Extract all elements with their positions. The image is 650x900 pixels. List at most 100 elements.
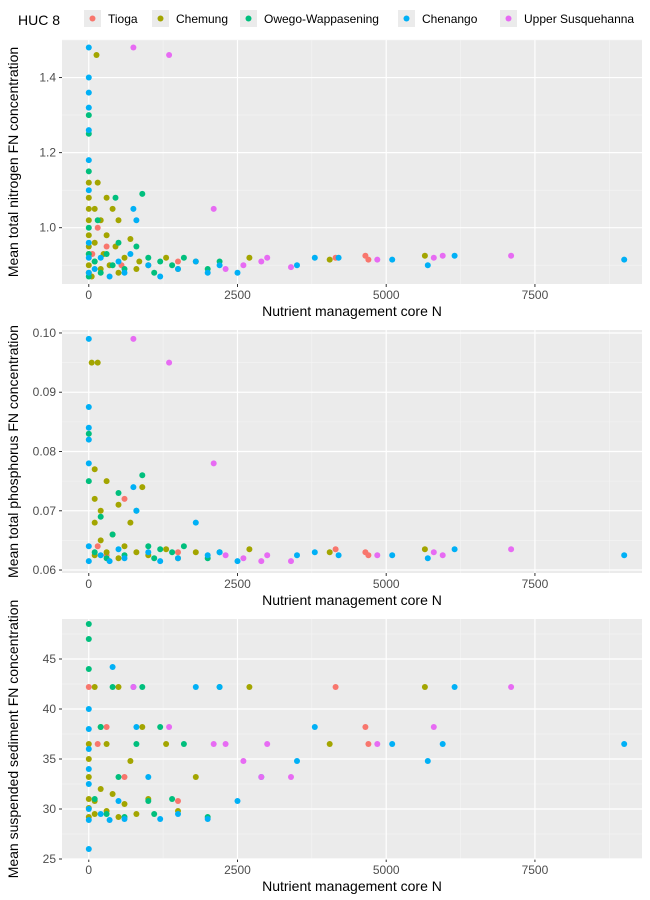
data-point — [234, 269, 241, 276]
data-point — [130, 484, 137, 491]
y-tick-label: 25 — [43, 852, 57, 866]
data-point — [115, 258, 122, 265]
legend-title: HUC 8 — [18, 12, 60, 28]
data-point — [258, 558, 265, 565]
data-point — [115, 490, 122, 496]
series-tioga — [85, 684, 372, 804]
data-point — [139, 684, 146, 690]
data-point — [85, 168, 92, 175]
data-point — [151, 811, 158, 817]
data-point — [288, 558, 294, 565]
data-point — [192, 549, 199, 556]
data-point — [294, 552, 300, 559]
data-point — [157, 258, 164, 265]
data-point — [204, 269, 211, 276]
legend-label: Chenango — [422, 12, 478, 26]
data-point — [424, 555, 431, 562]
data-point — [91, 811, 98, 817]
data-point — [311, 724, 318, 730]
data-point — [103, 549, 110, 556]
data-point — [115, 774, 122, 780]
data-point — [85, 781, 92, 787]
data-point — [85, 846, 92, 852]
x-tick-label: 7500 — [522, 577, 549, 591]
data-point — [222, 552, 229, 559]
y-axis-title: Mean suspended sediment FN concentration — [5, 600, 21, 879]
data-point — [97, 786, 104, 792]
data-point — [175, 266, 181, 272]
data-point — [145, 774, 152, 780]
data-point — [157, 816, 164, 822]
data-point — [222, 266, 229, 272]
data-point — [508, 546, 515, 553]
series-chenango — [85, 335, 628, 565]
data-point — [332, 546, 339, 553]
data-point — [91, 266, 98, 272]
y-tick-label: 30 — [43, 802, 57, 816]
data-point — [85, 636, 92, 642]
data-point — [163, 254, 170, 261]
data-point — [85, 127, 92, 134]
plot-background — [62, 619, 642, 859]
data-point — [288, 774, 294, 780]
data-point — [115, 239, 122, 246]
data-point — [508, 252, 515, 259]
data-point — [246, 684, 253, 690]
data-point — [103, 194, 110, 201]
data-point — [421, 252, 428, 259]
data-point — [389, 552, 396, 559]
data-point — [210, 460, 217, 467]
data-point — [192, 519, 199, 526]
data-point — [115, 798, 122, 804]
data-point — [133, 266, 140, 272]
data-point — [115, 269, 122, 276]
data-point — [85, 194, 92, 201]
data-point — [85, 436, 92, 443]
data-point — [246, 254, 253, 261]
data-point — [121, 269, 128, 276]
data-point — [157, 724, 164, 730]
data-point — [94, 224, 101, 231]
x-tick-label: 5000 — [373, 863, 400, 877]
data-point — [91, 519, 98, 526]
data-point — [91, 239, 98, 246]
data-point — [121, 774, 128, 780]
data-point — [311, 549, 318, 556]
data-point — [294, 758, 300, 764]
legend-label: Owego-Wappasening — [264, 12, 379, 26]
data-point — [85, 806, 92, 812]
legend-label: Chemung — [176, 12, 228, 26]
data-point — [133, 549, 140, 556]
data-point — [180, 741, 187, 747]
data-point — [621, 552, 628, 559]
x-tick-label: 2500 — [224, 863, 251, 877]
data-point — [139, 724, 146, 730]
data-point — [85, 558, 92, 565]
data-point — [103, 724, 110, 730]
data-point — [430, 724, 437, 730]
data-point — [106, 817, 113, 823]
data-point — [421, 684, 428, 690]
data-point — [326, 256, 333, 263]
data-point — [175, 811, 181, 817]
data-point — [85, 543, 92, 550]
data-point — [180, 543, 187, 550]
y-tick-label: 1.2 — [39, 146, 56, 160]
x-tick-label: 7500 — [522, 863, 549, 877]
data-point — [85, 254, 92, 261]
data-point — [264, 254, 271, 261]
data-point — [115, 555, 122, 562]
data-point — [234, 558, 241, 565]
data-point — [115, 684, 122, 690]
legend-key-point — [89, 15, 96, 22]
data-point — [85, 104, 92, 111]
data-point — [109, 205, 116, 212]
data-point — [106, 558, 113, 565]
series-owego-wappasening — [85, 621, 223, 820]
data-point — [97, 724, 104, 730]
data-point — [109, 684, 116, 690]
data-point — [85, 335, 92, 342]
data-point — [210, 741, 217, 747]
data-point — [85, 756, 92, 762]
